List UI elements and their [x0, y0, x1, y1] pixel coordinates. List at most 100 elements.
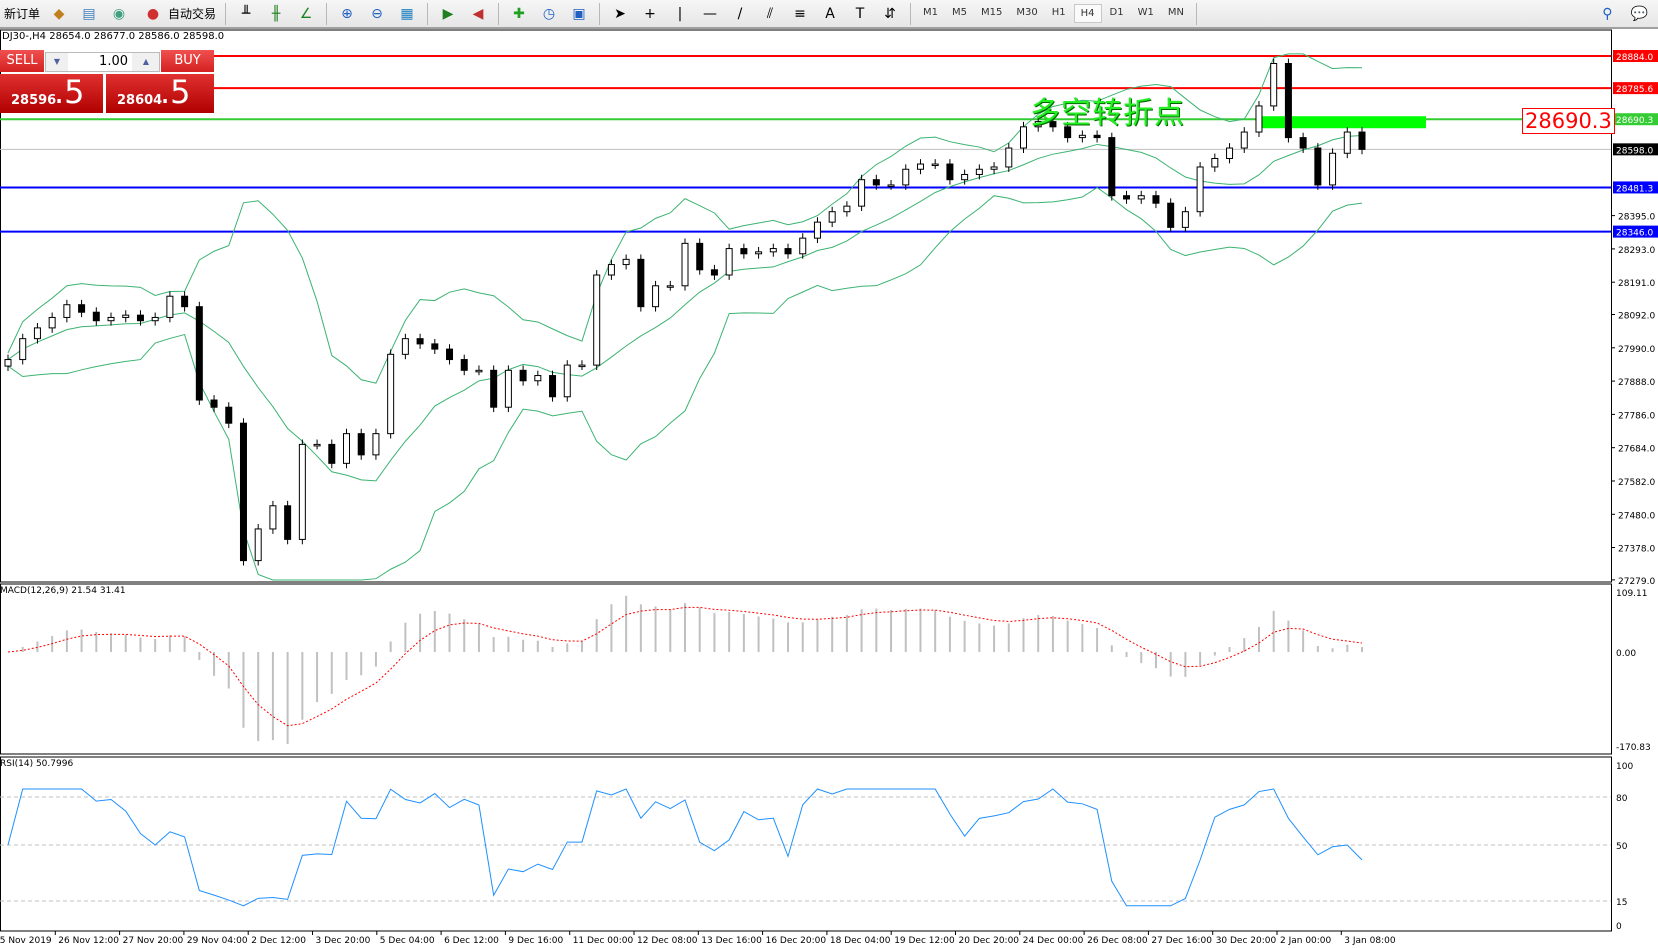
lot-decrease-button[interactable]: ▼	[53, 57, 61, 66]
candle	[210, 399, 218, 408]
text-label-icon[interactable]: T	[855, 5, 865, 22]
period-selector: M1 M5 M15 M30 H1 H4 D1 W1 MN	[916, 4, 1191, 23]
candle	[593, 274, 601, 366]
candle	[1167, 202, 1175, 228]
candle	[48, 316, 56, 329]
signal-icon[interactable]: ◉	[112, 5, 126, 22]
candle	[990, 166, 998, 170]
candle	[284, 505, 292, 540]
templates-icon[interactable]: ▣	[572, 5, 586, 22]
time-axis-label: 24 Dec 00:00	[1023, 936, 1084, 946]
lot-size-stepper[interactable]: ▼ 1.00 ▲	[45, 52, 160, 72]
toolbar: 新订单 ◆ ▤ ◉ ● 自动交易 ╨ ╫ ∠ ⊕ ⊖ ▦ ▶ ◀ ✚ ◷ ▣ ➤ …	[0, 0, 1658, 29]
line-chart-icon[interactable]: ∠	[299, 5, 313, 22]
auto-trading-label: 自动交易	[168, 7, 217, 21]
candle	[710, 269, 718, 276]
horizontal-line-icon[interactable]: —	[703, 5, 718, 22]
search-icon[interactable]: ⚲	[1602, 5, 1613, 22]
buy-price-pips: .5	[160, 73, 191, 111]
time-axis-label: 11 Dec 00:00	[573, 936, 634, 946]
period-m1[interactable]: M1	[923, 7, 939, 18]
time-axis-label: 16 Dec 20:00	[766, 936, 827, 946]
time-axis-label: 27 Nov 20:00	[123, 936, 184, 946]
candle	[1093, 134, 1101, 139]
rsi-line	[7, 788, 1363, 907]
candle	[1226, 147, 1234, 159]
price-axis-label: 27279.0	[1618, 577, 1655, 587]
period-m5[interactable]: M5	[952, 7, 968, 18]
period-m15[interactable]: M15	[981, 7, 1003, 18]
trendline-icon[interactable]: /	[737, 5, 743, 22]
time-axis-label: 19 Dec 12:00	[894, 936, 955, 946]
price-axis-label: 27990.0	[1618, 345, 1655, 355]
candle	[181, 295, 189, 308]
price-axis-label: 28092.0	[1618, 312, 1655, 322]
fibonacci-icon[interactable]: ≡	[794, 5, 806, 22]
chart-annotation-text[interactable]: 多空转折点	[1030, 96, 1185, 131]
lot-size-input[interactable]: 1.00	[68, 53, 132, 71]
period-mn[interactable]: MN	[1167, 7, 1184, 18]
candle	[1020, 126, 1027, 149]
candle	[563, 364, 571, 398]
sell-button[interactable]: SELL	[0, 50, 44, 72]
market-watch-icon[interactable]: ◆	[53, 5, 65, 22]
candle	[769, 248, 777, 253]
auto-scroll-icon[interactable]: ▶	[442, 5, 454, 22]
price-tag-label: 28481.3	[1616, 184, 1653, 194]
chat-icon[interactable]: 💬	[1630, 5, 1648, 22]
candle	[578, 364, 586, 368]
indicators-icon[interactable]: ✚	[513, 5, 525, 22]
period-w1[interactable]: W1	[1137, 7, 1154, 18]
candle	[63, 304, 71, 318]
candle	[1314, 147, 1322, 186]
period-d1[interactable]: D1	[1109, 7, 1124, 18]
equidistant-channel-icon[interactable]: ⫽	[766, 5, 774, 22]
separator	[910, 2, 912, 25]
new-order-button[interactable]: 新订单	[0, 2, 44, 26]
candlestick-icon[interactable]: ╫	[271, 5, 281, 22]
candle	[549, 375, 557, 398]
lot-increase-button[interactable]: ▲	[142, 57, 150, 66]
vertical-line-icon[interactable]: |	[677, 5, 683, 22]
candle	[887, 184, 895, 187]
candle	[225, 406, 233, 424]
candle	[269, 505, 277, 530]
period-h4[interactable]: H4	[1073, 4, 1102, 23]
cursor-icon[interactable]: ➤	[614, 5, 626, 22]
rsi-axis-label: 100	[1616, 762, 1633, 772]
periods-icon[interactable]: ◷	[542, 5, 556, 22]
arrows-icon[interactable]: ⇵	[884, 5, 896, 22]
time-axis-label: 26 Dec 08:00	[1087, 936, 1148, 946]
chart-shift-icon[interactable]: ◀	[472, 5, 484, 22]
zoom-in-icon[interactable]: ⊕	[341, 5, 353, 22]
tile-windows-icon[interactable]: ▦	[400, 5, 414, 22]
auto-trading-button[interactable]: ● 自动交易	[134, 2, 220, 26]
candle	[416, 338, 424, 345]
zoom-out-icon[interactable]: ⊖	[371, 5, 383, 22]
macd-axis-label: 0.00	[1616, 649, 1636, 659]
candle	[92, 311, 100, 322]
bollinger-middle	[7, 134, 1363, 482]
price-axis-label: 27684.0	[1618, 445, 1655, 455]
price-label-object[interactable]: 28690.3	[1522, 108, 1615, 134]
text-icon[interactable]: A	[825, 5, 835, 22]
macd-axis-label: 109.11	[1616, 589, 1648, 599]
candle	[975, 168, 983, 175]
candle	[1049, 121, 1057, 128]
main-pane	[0, 29, 1612, 583]
time-axis-label: 9 Dec 16:00	[508, 936, 563, 946]
separator	[225, 2, 227, 25]
navigator-icon[interactable]: ▤	[82, 5, 96, 22]
candle	[151, 316, 159, 322]
buy-price[interactable]: 28604 .5	[106, 73, 214, 113]
sell-price[interactable]: 28596 .5	[0, 73, 103, 113]
candle	[504, 369, 512, 408]
buy-button[interactable]: BUY	[161, 50, 214, 72]
chart-info: DJ30-,H4 28654.0 28677.0 28586.0 28598.0	[2, 31, 225, 42]
crosshair-icon[interactable]: +	[644, 5, 656, 22]
period-h1[interactable]: H1	[1051, 7, 1066, 18]
time-axis-label: 27 Dec 16:00	[1151, 936, 1212, 946]
bar-chart-icon[interactable]: ╨	[241, 5, 251, 22]
period-m30[interactable]: M30	[1016, 7, 1038, 18]
